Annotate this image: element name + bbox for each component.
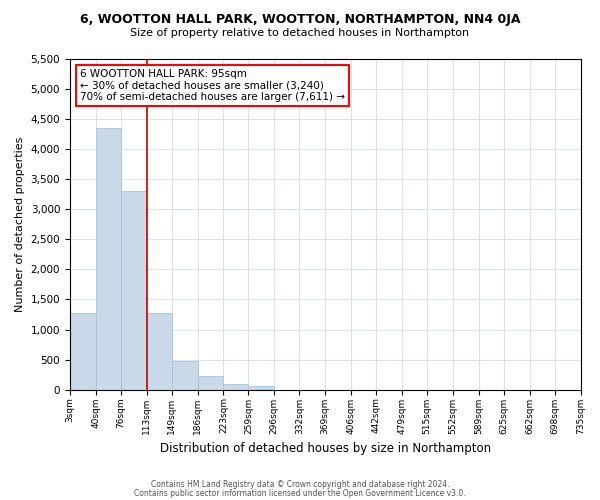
- Bar: [146, 314, 172, 390]
- Y-axis label: Number of detached properties: Number of detached properties: [15, 136, 25, 312]
- Bar: [197, 376, 223, 390]
- Text: 6, WOOTTON HALL PARK, WOOTTON, NORTHAMPTON, NN4 0JA: 6, WOOTTON HALL PARK, WOOTTON, NORTHAMPT…: [80, 12, 520, 26]
- Text: Contains HM Land Registry data © Crown copyright and database right 2024.: Contains HM Land Registry data © Crown c…: [151, 480, 449, 489]
- Text: Size of property relative to detached houses in Northampton: Size of property relative to detached ho…: [130, 28, 470, 38]
- Bar: [172, 362, 197, 390]
- X-axis label: Distribution of detached houses by size in Northampton: Distribution of detached houses by size …: [160, 442, 491, 455]
- Bar: [121, 192, 146, 390]
- Bar: [70, 314, 96, 390]
- Bar: [96, 128, 121, 390]
- Bar: [248, 386, 274, 390]
- Bar: [223, 384, 248, 390]
- Text: Contains public sector information licensed under the Open Government Licence v3: Contains public sector information licen…: [134, 488, 466, 498]
- Text: 6 WOOTTON HALL PARK: 95sqm
← 30% of detached houses are smaller (3,240)
70% of s: 6 WOOTTON HALL PARK: 95sqm ← 30% of deta…: [80, 69, 345, 102]
